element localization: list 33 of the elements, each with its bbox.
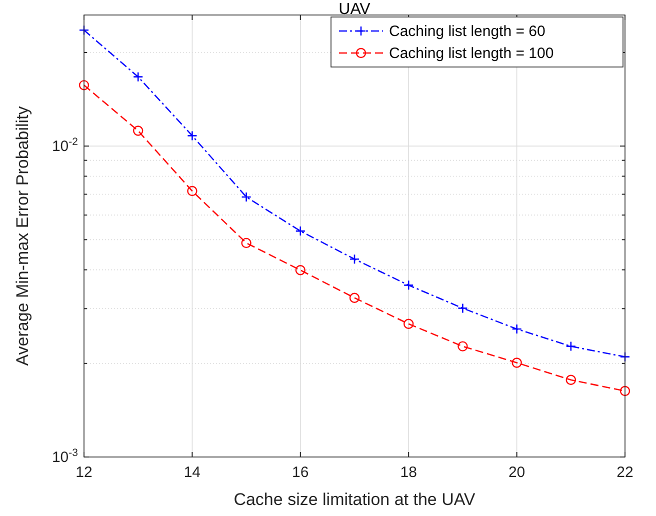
x-tick-label: 22: [616, 464, 634, 481]
point: [295, 226, 306, 236]
point: [349, 254, 360, 264]
point: [241, 238, 252, 248]
point: [78, 80, 90, 90]
y-tick-label: 10$^{-2}$: [52, 136, 78, 156]
point: [133, 126, 144, 136]
point: [458, 341, 468, 352]
point: [566, 374, 576, 385]
point: [512, 324, 522, 334]
x-tick-label: 18: [400, 464, 417, 481]
point: [458, 303, 468, 314]
point: [620, 386, 630, 396]
point: [241, 192, 252, 202]
y-tick-label: 10$^{-3}$: [52, 447, 78, 466]
legend-label: Caching list length = 60: [389, 23, 546, 40]
point: [187, 186, 198, 196]
y-axis-title: Average Min-max Error Probability: [13, 106, 32, 366]
legend-label: Caching list length = 100: [389, 45, 554, 62]
point: [187, 130, 198, 141]
x-tick-label: 14: [184, 464, 201, 481]
x-tick-label: 20: [508, 464, 526, 481]
x-axis-title: Cache size limitation at the UAV: [234, 490, 476, 509]
x-tick-label: 16: [292, 464, 309, 481]
point: [512, 358, 522, 368]
point: [566, 341, 576, 352]
point: [349, 292, 360, 303]
x-tick-label: 12: [76, 464, 92, 481]
point: [403, 280, 414, 290]
point: [295, 265, 306, 276]
point: [132, 72, 144, 82]
chart-title: UAV: [338, 1, 371, 18]
point: [404, 318, 414, 329]
